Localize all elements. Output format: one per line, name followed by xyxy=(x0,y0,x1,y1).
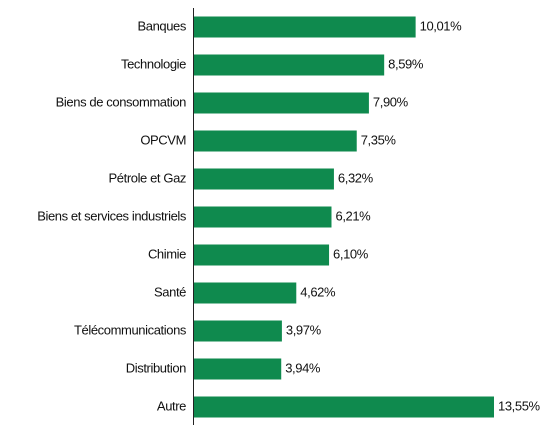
value-label: 6,21% xyxy=(335,208,371,223)
bar xyxy=(194,92,369,114)
bar xyxy=(194,320,282,342)
category-label: Technologie xyxy=(121,56,186,71)
value-label: 6,32% xyxy=(338,170,374,185)
value-label: 8,59% xyxy=(388,56,424,71)
bar xyxy=(194,282,297,304)
category-label: Pétrole et Gaz xyxy=(109,170,187,185)
category-label: OPCVM xyxy=(140,132,186,147)
bar xyxy=(194,244,330,266)
value-label: 10,01% xyxy=(420,18,463,33)
category-label: Distribution xyxy=(126,360,186,375)
category-label: Télécommunications xyxy=(74,322,187,337)
value-label: 7,35% xyxy=(361,132,397,147)
bar xyxy=(194,358,282,380)
bar xyxy=(194,396,494,418)
category-label: Autre xyxy=(157,398,186,413)
category-label: Banques xyxy=(137,18,186,33)
category-label: Biens et services industriels xyxy=(37,208,187,223)
value-label: 6,10% xyxy=(333,246,369,261)
category-label: Biens de consommation xyxy=(56,94,187,109)
bar xyxy=(194,168,334,190)
bar xyxy=(194,54,385,76)
value-label: 13,55% xyxy=(498,398,541,413)
value-label: 3,94% xyxy=(285,360,321,375)
value-label: 3,97% xyxy=(286,322,322,337)
category-label: Chimie xyxy=(148,246,186,261)
value-label: 7,90% xyxy=(373,94,409,109)
bar xyxy=(194,206,332,228)
value-label: 4,62% xyxy=(300,284,336,299)
bar xyxy=(194,130,357,152)
category-label: Santé xyxy=(154,284,186,299)
bar xyxy=(194,16,416,38)
